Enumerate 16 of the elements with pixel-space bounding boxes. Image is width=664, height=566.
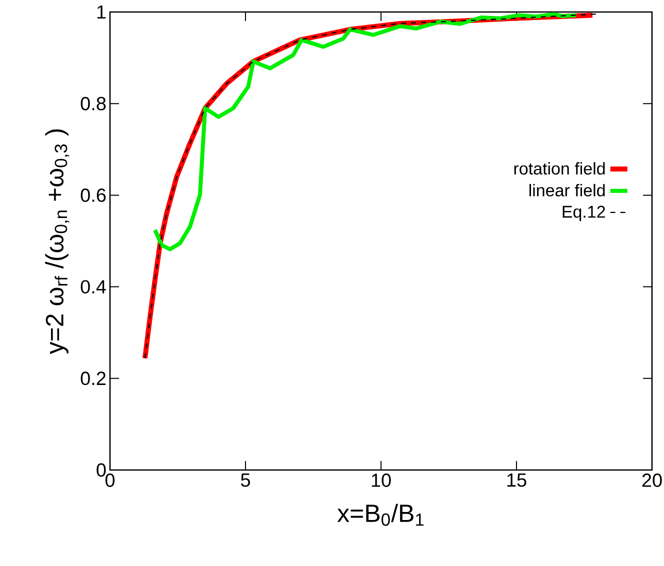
x-axis-title: x=B$_{0}$/B$_{1}$	[337, 504, 424, 526]
legend-label: Eq.12	[562, 206, 605, 222]
legend-label: linear field	[529, 184, 605, 196]
x-tick-label: 10	[372, 474, 391, 487]
x-tick-label: 20	[642, 474, 662, 487]
x-tick-label: 0	[105, 474, 115, 487]
y-tick-label: 0.2	[80, 372, 106, 386]
y-tick-label: 0.8	[80, 96, 106, 110]
legend-label: rotation field	[514, 162, 605, 175]
y-tick-label: 0	[96, 463, 106, 477]
x-tick-label: 15	[507, 474, 526, 487]
y-tick-label: 1	[97, 5, 106, 19]
y-axis-title: y=2 ω$_{rf}$ /(ω$_{0,n}$ +ω$_{0,3}$ )	[45, 129, 70, 354]
y-tick-label: 0.4	[80, 280, 106, 294]
x-tick-label: 5	[240, 474, 250, 487]
y-tick-label: 0.6	[80, 188, 106, 202]
